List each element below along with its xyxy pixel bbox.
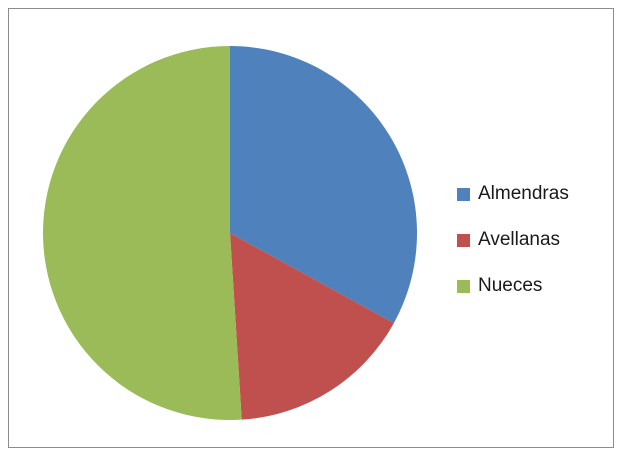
legend-swatch-almendras — [457, 187, 470, 201]
legend-label-avellanas: Avellanas — [478, 229, 561, 250]
legend-item-nueces: Nueces — [457, 263, 569, 309]
legend-item-almendras: Almendras — [457, 171, 569, 217]
pie-slice-avellanas — [230, 233, 394, 420]
legend-swatch-nueces — [457, 279, 470, 293]
legend: Almendras Avellanas Nueces — [457, 171, 569, 309]
legend-swatch-avellanas — [457, 233, 470, 247]
legend-item-avellanas: Avellanas — [457, 217, 569, 263]
legend-label-almendras: Almendras — [478, 183, 569, 204]
pie-slice-almendras — [230, 46, 418, 324]
chart-area: Almendras Avellanas Nueces — [8, 8, 614, 448]
legend-label-nueces: Nueces — [478, 275, 543, 296]
pie-slice-nueces — [43, 46, 242, 420]
pie-chart — [43, 46, 418, 420]
